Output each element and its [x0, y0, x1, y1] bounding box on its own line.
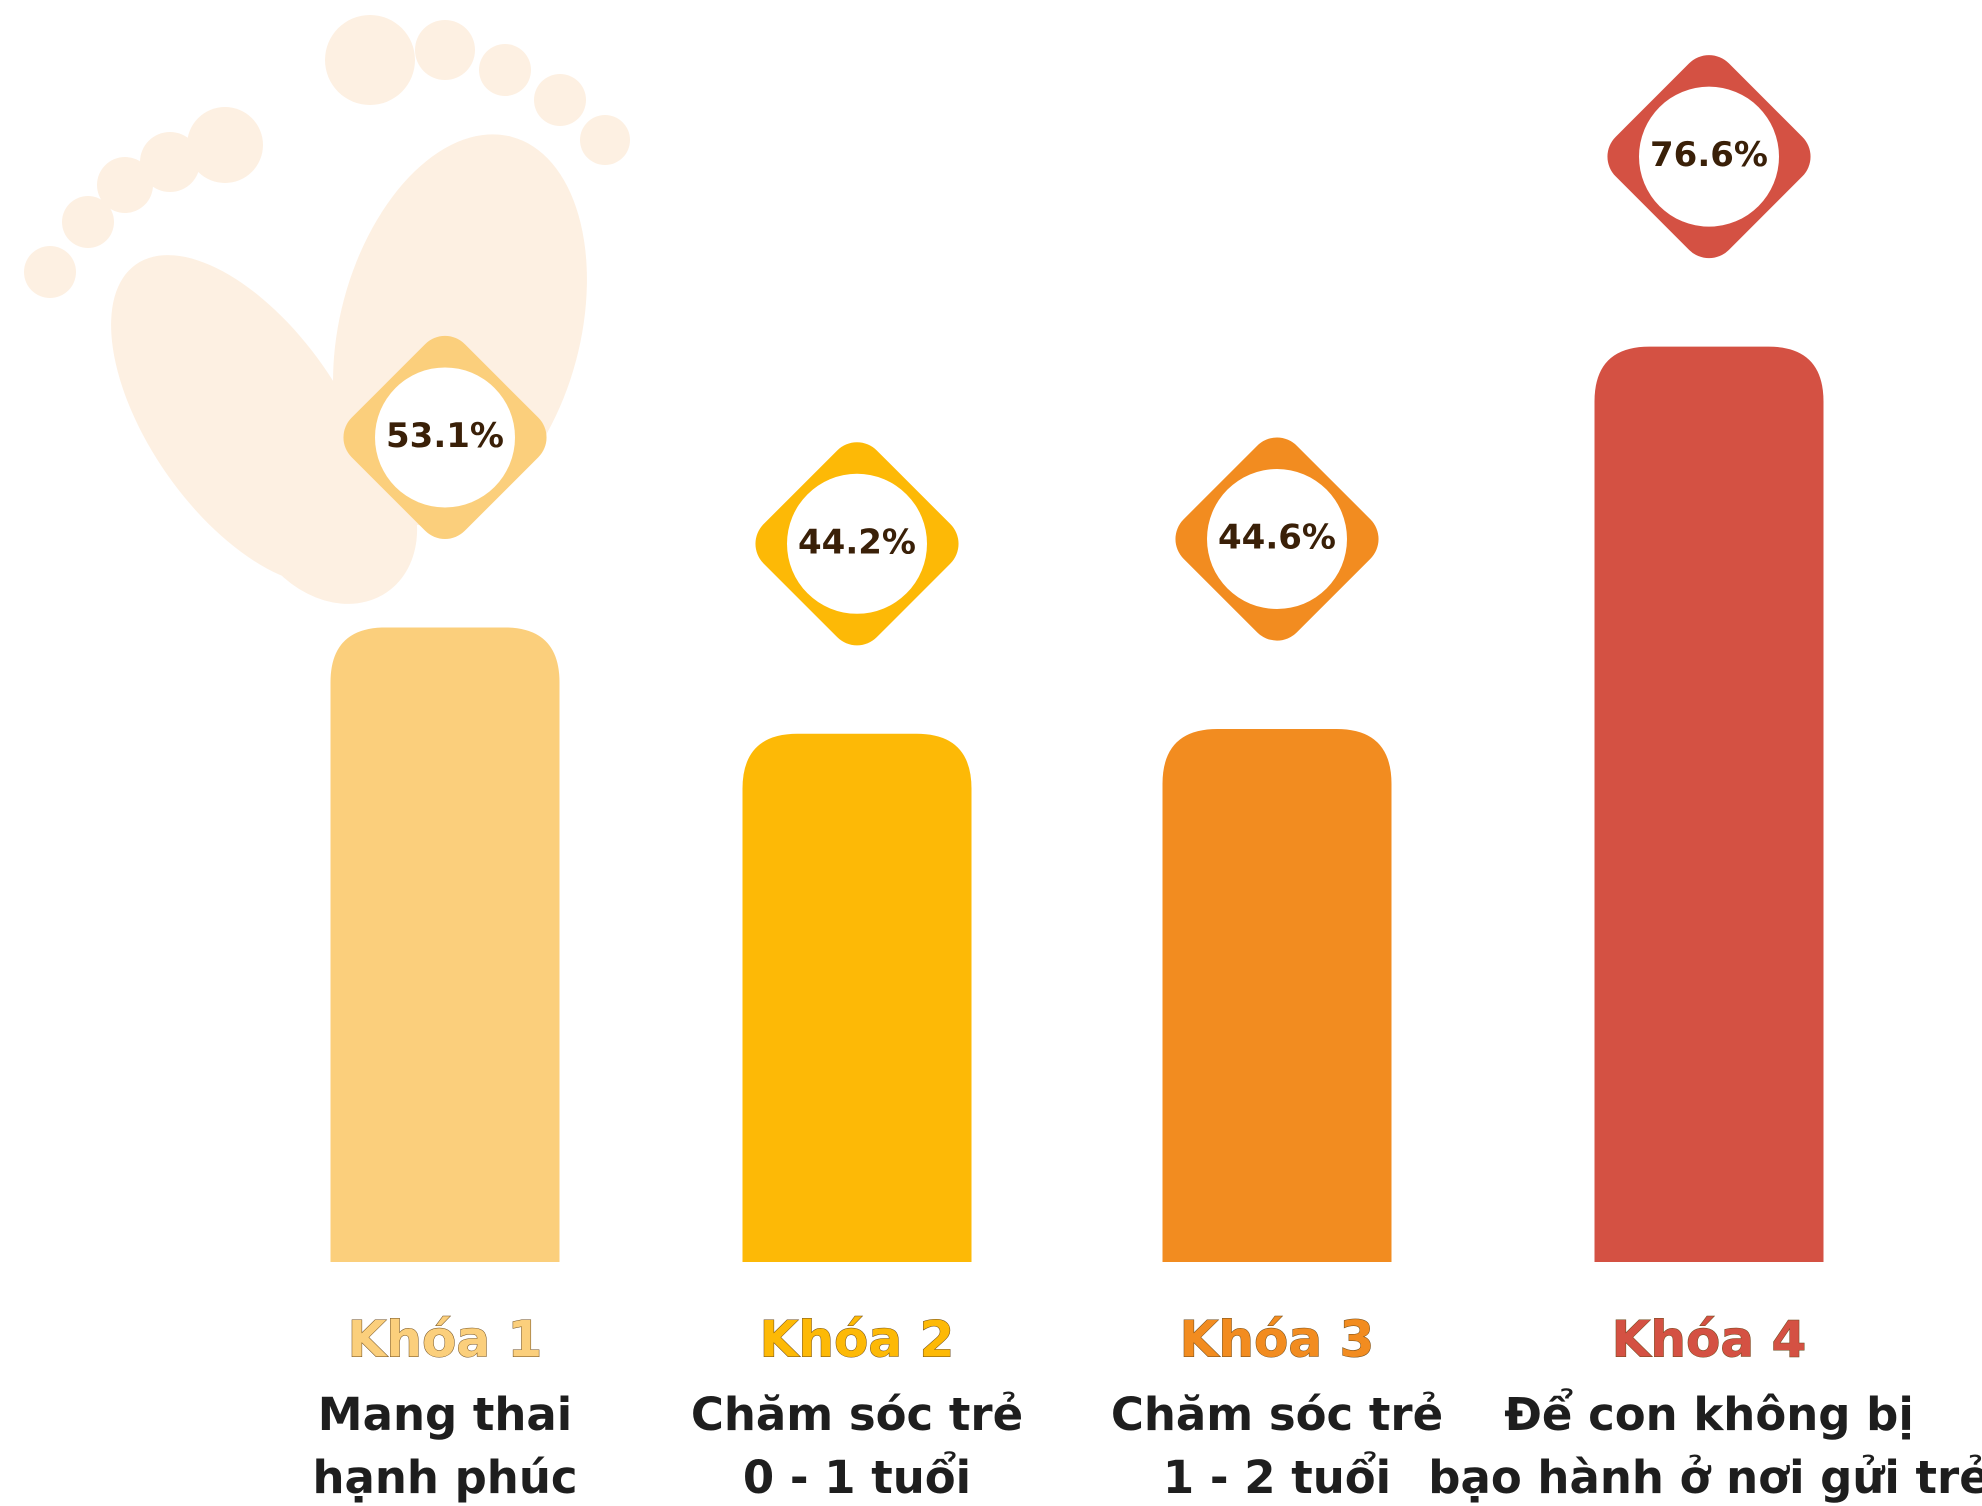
category-description: hạnh phúc: [312, 1451, 577, 1504]
category-label: Khóa 3: [1180, 1311, 1375, 1369]
footprint-decoration: [24, 15, 630, 638]
category-description: Mang thai: [318, 1388, 572, 1441]
value-label: 44.2%: [798, 522, 916, 562]
category-description: Chăm sóc trẻ: [1111, 1388, 1443, 1441]
value-label: 76.6%: [1650, 135, 1768, 175]
bar: [743, 734, 972, 1262]
category-description: 0 - 1 tuổi: [743, 1451, 971, 1504]
category-description: bạo hành ở nơi gửi trẻ: [1428, 1451, 1982, 1504]
chart: 53.1% Khóa 1 Mang thai hạnh phúc 44.2% Khóa 2…: [0, 0, 1982, 1506]
category-label: Khóa 1: [348, 1311, 543, 1369]
bar: [331, 627, 560, 1262]
category-label: Khóa 2: [760, 1311, 955, 1369]
bar: [1163, 729, 1392, 1262]
category-description: Để con không bị: [1504, 1388, 1914, 1441]
page: {"chart_data": {"type": "bar", "categori…: [0, 0, 1982, 1506]
category-label: Khóa 4: [1612, 1311, 1807, 1369]
category-description: 1 - 2 tuổi: [1163, 1451, 1391, 1504]
value-label: 53.1%: [386, 416, 504, 456]
bar: [1595, 347, 1824, 1262]
value-label: 44.6%: [1218, 518, 1336, 558]
category-description: Chăm sóc trẻ: [691, 1388, 1023, 1441]
